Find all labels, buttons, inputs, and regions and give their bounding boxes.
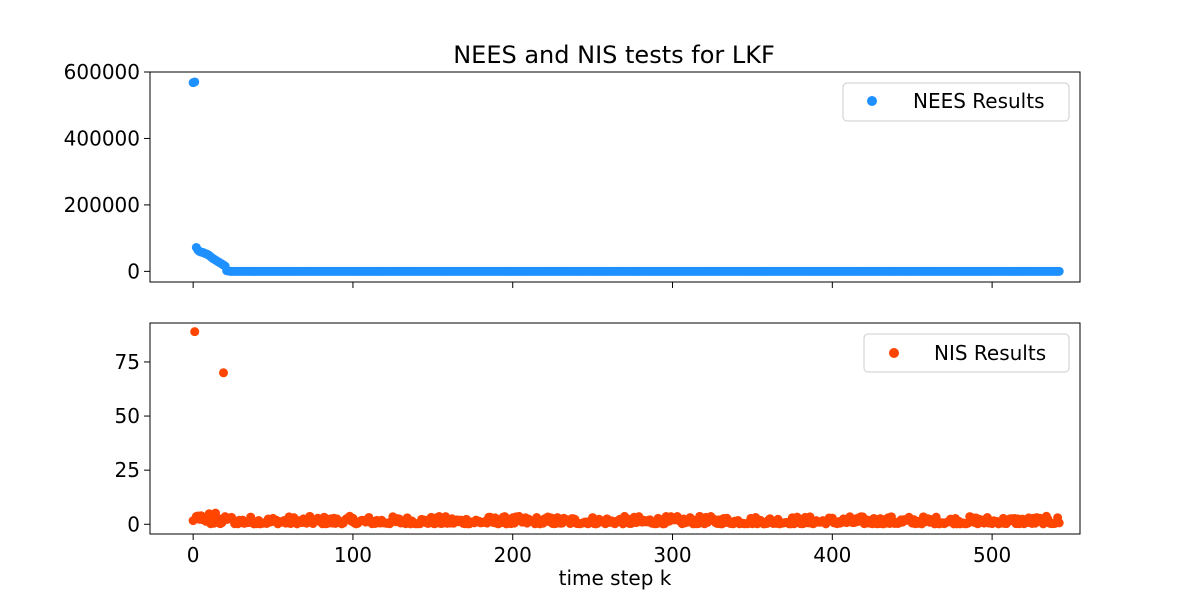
nees-ytick-label: 0: [127, 259, 140, 283]
nis-xtick-label: 0: [187, 543, 200, 567]
nis-xtick-label: 500: [973, 543, 1011, 567]
nis-xtick-label: 400: [813, 543, 851, 567]
nis-ytick-label: 75: [115, 350, 140, 374]
nees-ytick-label: 400000: [64, 126, 140, 150]
nis-xtick-label: 100: [334, 543, 372, 567]
chart-title: NEES and NIS tests for LKF: [453, 41, 775, 69]
nees-ytick-label: 600000: [64, 60, 140, 84]
nis-ytick-label: 50: [115, 404, 140, 428]
nees-legend-label: NEES Results: [913, 89, 1045, 113]
nis-point: [219, 368, 229, 378]
nees-y-axis: 0 200000 400000 600000: [64, 60, 150, 283]
nis-panel: 0 25 50 75 0 100 200 300 400 500 NIS Results: [115, 322, 1081, 567]
nis-x-axis: 0 100 200 300 400 500: [187, 534, 1011, 567]
nis-point: [1054, 518, 1064, 528]
nis-legend-box: [863, 333, 1070, 373]
nis-ytick-label: 0: [127, 512, 140, 536]
nis-legend-label: NIS Results: [934, 341, 1046, 365]
nees-legend-marker: [867, 96, 877, 106]
nis-y-axis: 0 25 50 75: [115, 350, 150, 536]
nis-series: [188, 327, 1064, 529]
nees-point: [190, 77, 200, 87]
nees-point: [1054, 266, 1064, 276]
nis-legend: NIS Results: [863, 333, 1070, 373]
nees-panel: 0 200000 400000 600000 NEES Results: [64, 60, 1081, 288]
nees-x-axis: [192, 282, 993, 288]
x-axis-label: time step k: [559, 566, 672, 590]
nis-ytick-label: 25: [115, 458, 140, 482]
nees-series: [188, 77, 1064, 276]
nees-legend: NEES Results: [842, 82, 1070, 122]
nis-legend-marker: [889, 348, 899, 358]
nis-xtick-label: 300: [653, 543, 691, 567]
nees-legend-box: [842, 82, 1070, 122]
nis-xtick-label: 200: [494, 543, 532, 567]
nees-ytick-label: 200000: [64, 193, 140, 217]
nis-point: [190, 327, 200, 337]
